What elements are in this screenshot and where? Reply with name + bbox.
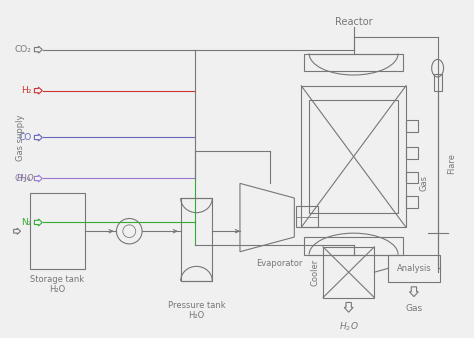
Text: Analysis: Analysis [397,264,431,273]
Bar [406,120,418,131]
Bar [406,147,418,159]
Bar [304,237,403,255]
Text: H₂O: H₂O [188,311,205,320]
Text: CO₂: CO₂ [15,45,31,54]
Text: Gas: Gas [405,305,422,313]
Bar [323,247,374,297]
Bar [304,53,403,71]
Bar [296,206,318,227]
Bar [309,100,398,213]
Text: Pressure tank: Pressure tank [168,301,225,311]
Bar [181,198,212,281]
Text: H₂O: H₂O [49,285,65,294]
Text: Reactor: Reactor [335,17,373,27]
Bar [388,255,439,282]
Text: Gas supply: Gas supply [16,114,25,161]
Text: H₂: H₂ [21,86,31,95]
Text: Flare: Flare [447,153,456,174]
Text: N₂: N₂ [21,218,31,227]
Text: CO: CO [18,133,31,142]
Text: Cooler: Cooler [310,259,319,286]
Bar [406,196,418,208]
Bar [406,172,418,184]
Bar [30,193,85,269]
Text: $H_2O$: $H_2O$ [339,320,358,333]
Text: Storage tank: Storage tank [30,275,84,284]
Text: Gas: Gas [419,175,428,191]
Text: $H_2O$: $H_2O$ [16,173,35,185]
Bar [434,74,442,91]
Text: Evaporator: Evaporator [256,259,303,268]
Bar [301,86,406,227]
Text: CH₄: CH₄ [15,174,31,183]
